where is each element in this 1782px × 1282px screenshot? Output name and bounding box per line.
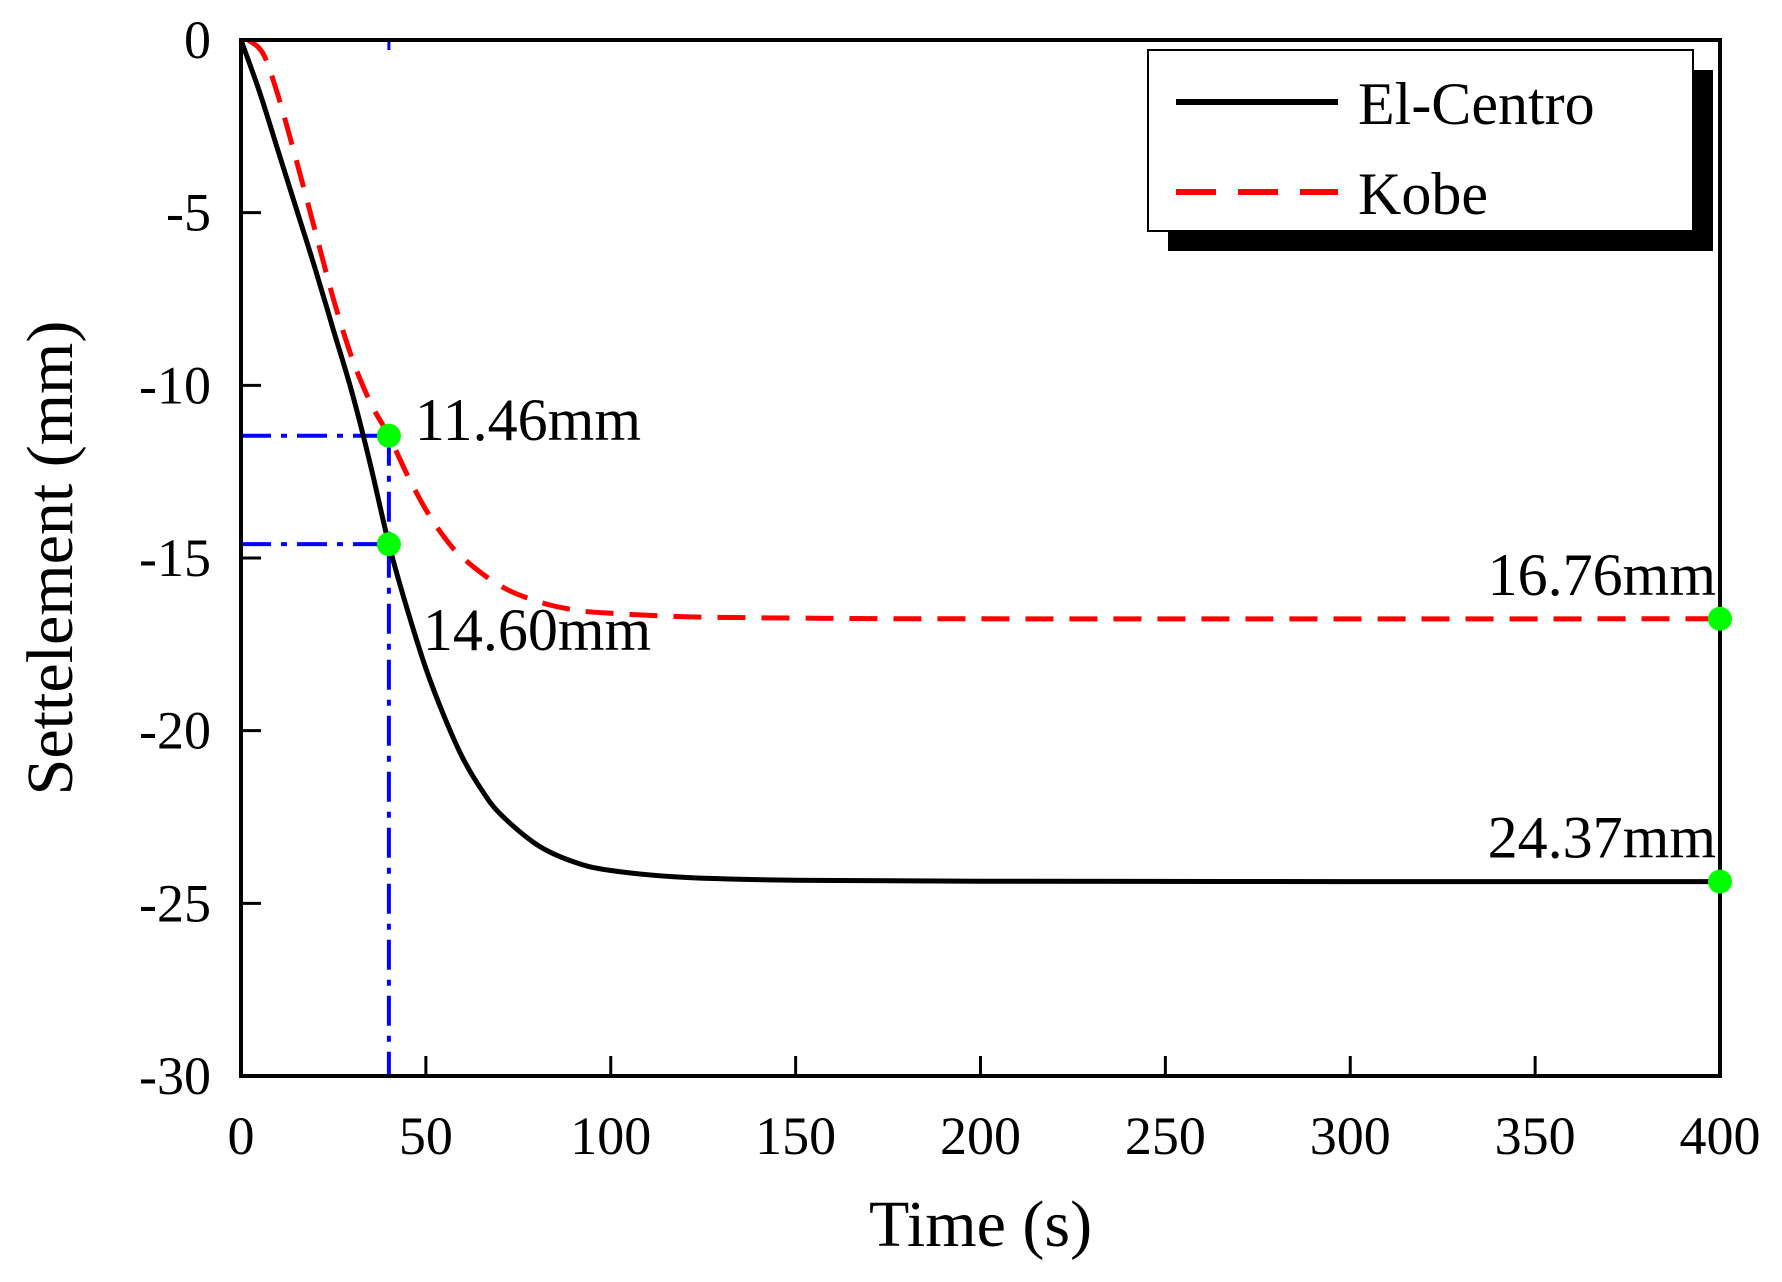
x-tick-label: 0 bbox=[228, 1106, 255, 1166]
annotation-label: 16.76mm bbox=[1488, 542, 1716, 608]
y-tick-label: -25 bbox=[139, 873, 211, 933]
legend-label: Kobe bbox=[1358, 161, 1488, 227]
data-marker bbox=[376, 423, 401, 448]
y-tick-label: -5 bbox=[166, 183, 211, 243]
annotation-label: 14.60mm bbox=[423, 597, 651, 663]
y-tick-label: -30 bbox=[139, 1046, 211, 1106]
x-tick-label: 300 bbox=[1310, 1106, 1391, 1166]
y-tick-label: -15 bbox=[139, 528, 211, 588]
x-tick-label: 400 bbox=[1680, 1106, 1761, 1166]
annotations: 11.46mm 14.60mm 16.76mm 24.37mm bbox=[415, 387, 1716, 871]
x-tick-label: 100 bbox=[570, 1106, 651, 1166]
data-marker bbox=[376, 532, 401, 557]
annotation-label: 24.37mm bbox=[1488, 805, 1716, 871]
series-lines bbox=[238, 38, 1721, 885]
x-axis-title: Time (s) bbox=[869, 1188, 1092, 1261]
y-tick-label: 0 bbox=[184, 10, 211, 70]
x-tick-label: 350 bbox=[1495, 1106, 1576, 1166]
y-axis-title: Settelement (mm) bbox=[14, 321, 87, 796]
annotation-label: 11.46mm bbox=[415, 387, 641, 453]
legend-label: El-Centro bbox=[1358, 71, 1595, 137]
data-marker bbox=[1708, 869, 1732, 894]
legend-box bbox=[1147, 49, 1694, 232]
x-tick-label: 250 bbox=[1125, 1106, 1206, 1166]
axes: 0 50 100 150 200 250 300 350 400 0 -5 -10 -15 -20 -25 -… bbox=[139, 10, 1760, 1166]
guide-lines bbox=[241, 40, 391, 1076]
legend: El-Centro Kobe bbox=[1147, 49, 1713, 251]
x-tick-label: 150 bbox=[755, 1106, 836, 1166]
markers bbox=[376, 423, 1732, 894]
y-tick-label: -20 bbox=[139, 701, 211, 761]
data-marker bbox=[1708, 606, 1732, 631]
y-tick-label: -10 bbox=[139, 355, 211, 415]
x-tick-label: 50 bbox=[399, 1106, 453, 1166]
series-line-el-centro bbox=[238, 39, 1720, 885]
x-tick-label: 200 bbox=[940, 1106, 1021, 1166]
series-line-kobe bbox=[246, 38, 1721, 622]
